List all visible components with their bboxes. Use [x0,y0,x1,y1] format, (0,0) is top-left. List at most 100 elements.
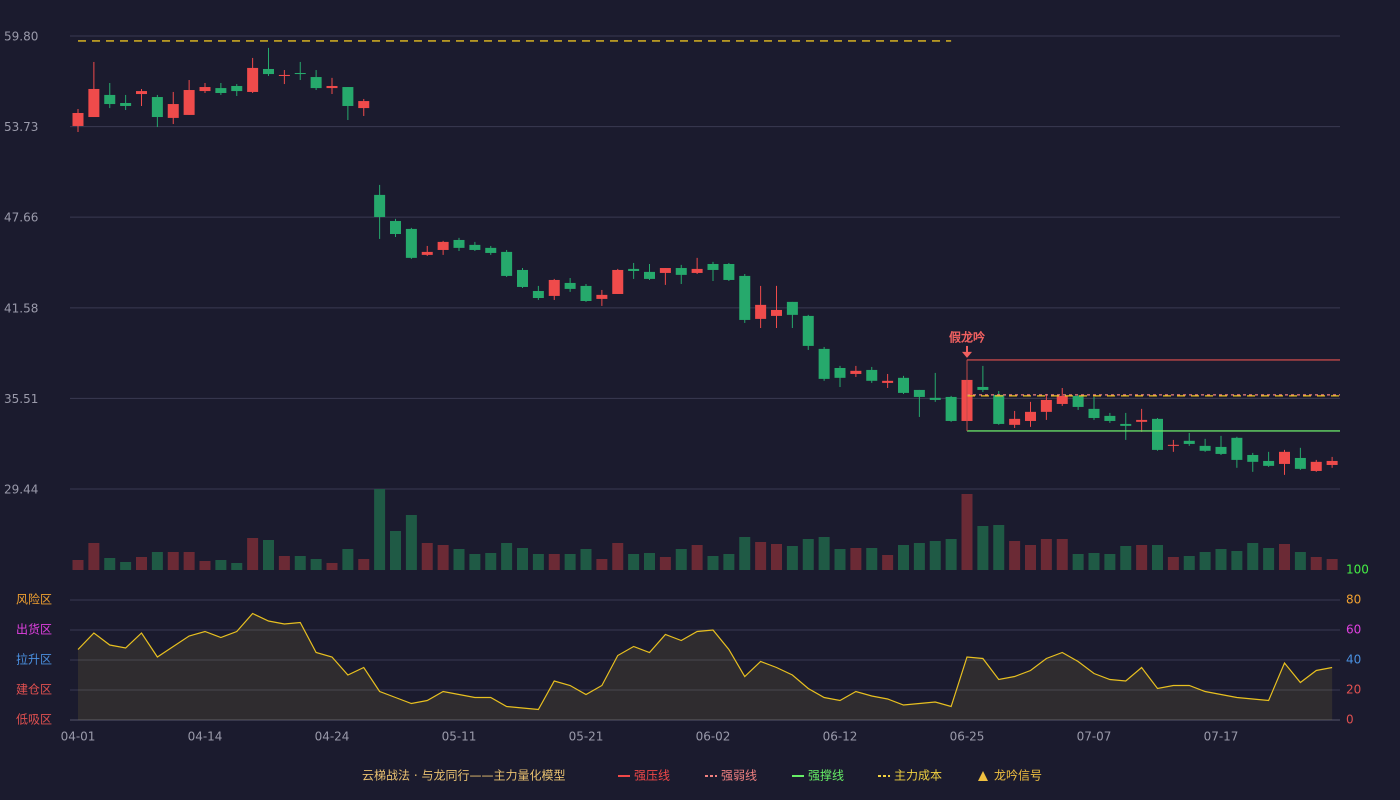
y2-tick-label: 80 [1346,593,1361,607]
volume-bar [1183,556,1195,570]
volume-bar [1025,545,1036,570]
volume-bar [818,537,830,570]
candle-body [453,239,465,248]
volume-bar [1072,554,1084,570]
y-tick-label: 53.73 [4,120,38,134]
candle-body [739,275,751,320]
volume-bar [532,554,544,570]
volume-bar [771,544,782,570]
candle-body [580,285,592,301]
volume-bar [183,552,195,570]
candle-body [1231,437,1243,460]
volume-bar [247,538,259,570]
candle-body [771,309,782,316]
candle-body [532,290,544,299]
volume-bar [104,558,116,570]
volume-bar [151,552,163,570]
volume-bar [1231,551,1243,570]
volume-bar [437,545,449,570]
candle-body [88,88,100,118]
candle-body [913,389,925,397]
volume-bar [834,549,846,570]
candle-body [898,377,909,393]
volume-bar [199,561,211,570]
volume-bar [421,543,433,570]
candle-body [929,397,941,400]
volume-bar [1326,559,1338,570]
candle-body [183,90,195,115]
volume-bar [215,560,227,570]
volume-bar [453,549,465,570]
candle-body [342,87,354,106]
volume-bar [739,537,751,570]
candle-body [691,268,703,273]
candle-body [675,268,687,275]
candle-body [1152,418,1163,450]
candle-body [104,94,116,105]
legend-label: 强弱线 [721,769,757,783]
candle-body [437,241,449,250]
y-tick-label: 47.66 [4,211,38,225]
candle-body [390,221,401,235]
candle-body [818,348,830,379]
volume-bar [659,557,671,570]
y2-tick-label: 60 [1346,623,1361,637]
volume-bar [136,557,147,570]
y2-tick-label: 40 [1346,653,1361,667]
x-tick-label: 05-11 [442,730,477,744]
volume-bar [1104,554,1116,570]
candle-body [1009,418,1021,425]
candle-body [358,101,370,109]
legend-label: 龙吟信号 [994,768,1042,783]
candle-body [1104,415,1116,421]
y2-tick-label: 20 [1346,683,1361,697]
volume-bar [612,543,624,570]
volume-bar [278,556,290,570]
candle-body [231,85,243,92]
volume-bar [1310,557,1322,570]
candle-body [167,104,179,118]
candle-body [1263,460,1275,466]
annotation: 假龙吟 [949,329,985,344]
x-tick-label: 04-24 [315,730,350,744]
candle-body [548,279,560,296]
candle-body [1279,451,1290,464]
candle-body [596,294,608,299]
volume-bar [675,549,687,570]
x-tick-label: 06-12 [823,730,858,744]
legend-label: 主力成本 [894,769,942,783]
x-tick-label: 06-02 [696,730,731,744]
zone-label: 拉升区 [16,652,52,667]
volume-bar [342,549,354,570]
volume-bar [1040,539,1052,570]
candle-body [1183,440,1195,444]
volume-bar [913,543,925,570]
volume-bar [929,541,941,570]
candle-body [1294,457,1306,469]
volume-bar [564,554,576,570]
candle-body [1056,395,1068,404]
volume-bar [517,548,528,570]
annotation-arrowhead [962,351,972,358]
candle-body [1040,399,1052,412]
candle-body [405,228,417,258]
candle-body [786,301,798,315]
candle-body [755,304,767,319]
volume-bar [231,563,243,570]
volume-bar [88,543,100,570]
volume-bar [1120,546,1132,570]
volume-bar [310,559,322,570]
x-tick-label: 06-25 [950,730,985,744]
volume-bar [390,531,401,570]
x-tick-label: 04-01 [61,730,96,744]
volume-bar [358,559,370,570]
volume-bar [167,552,179,570]
volume-bar [1152,545,1163,570]
volume-bar [977,526,989,570]
volume-bar [294,556,306,570]
volume-bar [628,554,640,570]
volume-bar [898,545,909,570]
zone-label: 风险区 [16,592,52,607]
candle-body [374,194,386,217]
